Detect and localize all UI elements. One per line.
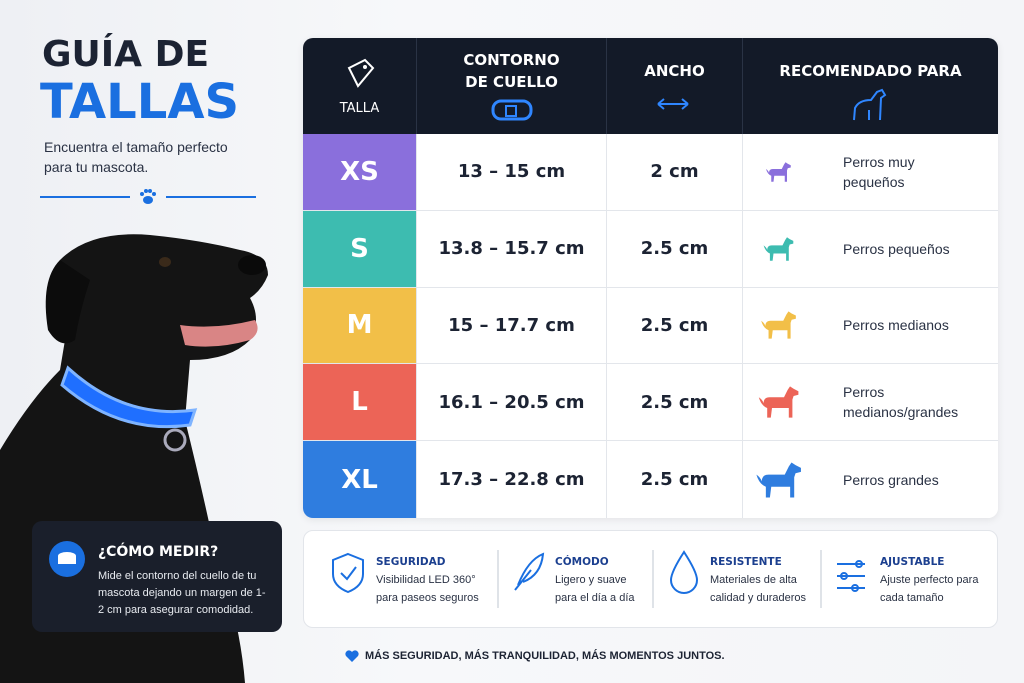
table-cell: 16.1 – 20.5 cm [416, 364, 606, 442]
column-header-text: RECOMENDADO PARA [779, 62, 962, 80]
size-label: XL [341, 464, 378, 495]
feature-title: SEGURIDAD [376, 556, 446, 568]
header-icons [347, 58, 887, 121]
table-cell: Perros pequeños [742, 210, 998, 288]
features-box [303, 530, 998, 628]
table-cell: L [303, 364, 416, 442]
neck-range: 17.3 – 22.8 cm [438, 469, 585, 491]
title-line2: TALLAS [40, 74, 240, 130]
neck-range: 16.1 – 20.5 cm [438, 391, 585, 413]
measure-title: ¿CÓMO MEDIR? [98, 544, 219, 560]
measure-text: Mide el contorno del cuello de tu mascot… [98, 570, 266, 616]
table-header [303, 38, 998, 134]
width-value: 2.5 cm [640, 391, 709, 413]
table-cell: 13 – 15 cm [416, 134, 606, 211]
footer-tagline: MÁS SEGURIDAD, MÁS TRANQUILIDAD, MÁS MOM… [365, 650, 725, 662]
neck-range: 15 – 17.7 cm [448, 314, 575, 336]
table-cell: 2.5 cm [606, 364, 742, 442]
column-header-text: TALLA [339, 101, 380, 116]
neck-range: 13 – 15 cm [457, 161, 566, 183]
recommended-for: Perros grandes [843, 471, 939, 488]
table-cell: 13.8 – 15.7 cm [416, 210, 606, 288]
column-header: CONTORNO DE CUELLO [416, 38, 606, 134]
column-header-text: ANCHO [644, 62, 705, 80]
subtitle: Encuentra el tamaño perfecto para tu mas… [44, 139, 228, 175]
dog-icon [761, 311, 796, 340]
table-cell: Perros medianos/grandes [742, 364, 998, 442]
size-label: L [351, 387, 368, 418]
table-cell: XS [303, 134, 416, 211]
measure-box [32, 521, 282, 632]
table-cell: S [303, 210, 416, 288]
table-cell: 2.5 cm [606, 441, 742, 518]
dog-icon [766, 162, 791, 182]
heart-icon [345, 650, 359, 662]
column-header: ANCHO [606, 38, 742, 134]
table-cell: 15 – 17.7 cm [416, 287, 606, 365]
table-cell: 17.3 – 22.8 cm [416, 441, 606, 518]
table-cell: 2.5 cm [606, 287, 742, 365]
dog-icon [763, 236, 794, 261]
feature-text: Materiales de alta calidad y duraderos [710, 574, 807, 604]
recommended-for: Perros muy pequeños [843, 153, 915, 190]
feature-title: AJUSTABLE [880, 556, 945, 568]
table-cell: 2 cm [606, 134, 742, 211]
feature-title: RESISTENTE [710, 556, 782, 568]
column-header: RECOMENDADO PARA [742, 38, 998, 134]
size-label: XS [340, 156, 379, 187]
feature-text: Ajuste perfecto para cada tamaño [880, 574, 979, 604]
column-header: TALLA [303, 38, 416, 134]
table-cell: Perros muy pequeños [742, 134, 998, 211]
size-label: M [346, 310, 373, 341]
dog-icon [756, 462, 801, 498]
width-value: 2 cm [650, 161, 699, 183]
size-label: S [350, 233, 369, 264]
divider [40, 189, 256, 204]
measure-icon [49, 541, 85, 577]
table-cell: Perros medianos [742, 287, 998, 365]
width-value: 2.5 cm [640, 469, 709, 491]
neck-range: 13.8 – 15.7 cm [438, 238, 585, 260]
table-cell: XL [303, 441, 416, 518]
column-header-text: CONTORNO DE CUELLO [463, 51, 560, 91]
feature-title: CÓMODO [555, 556, 609, 568]
width-value: 2.5 cm [640, 238, 709, 260]
recommended-for: Perros medianos [843, 317, 949, 334]
recommended-for: Perros pequeños [843, 240, 950, 257]
table-cell: M [303, 287, 416, 365]
dog-icon [758, 386, 799, 418]
table-cell: Perros grandes [742, 441, 998, 518]
title-line1: GUÍA DE [42, 34, 210, 75]
feature-icons [332, 550, 865, 608]
width-value: 2.5 cm [640, 314, 709, 336]
recommended-for: Perros medianos/grandes [843, 384, 959, 421]
feature-text: Ligero y suave para el día a día [555, 574, 635, 604]
feature-text: Visibilidad LED 360° para paseos seguros [376, 574, 479, 604]
table-cell: 2.5 cm [606, 210, 742, 288]
